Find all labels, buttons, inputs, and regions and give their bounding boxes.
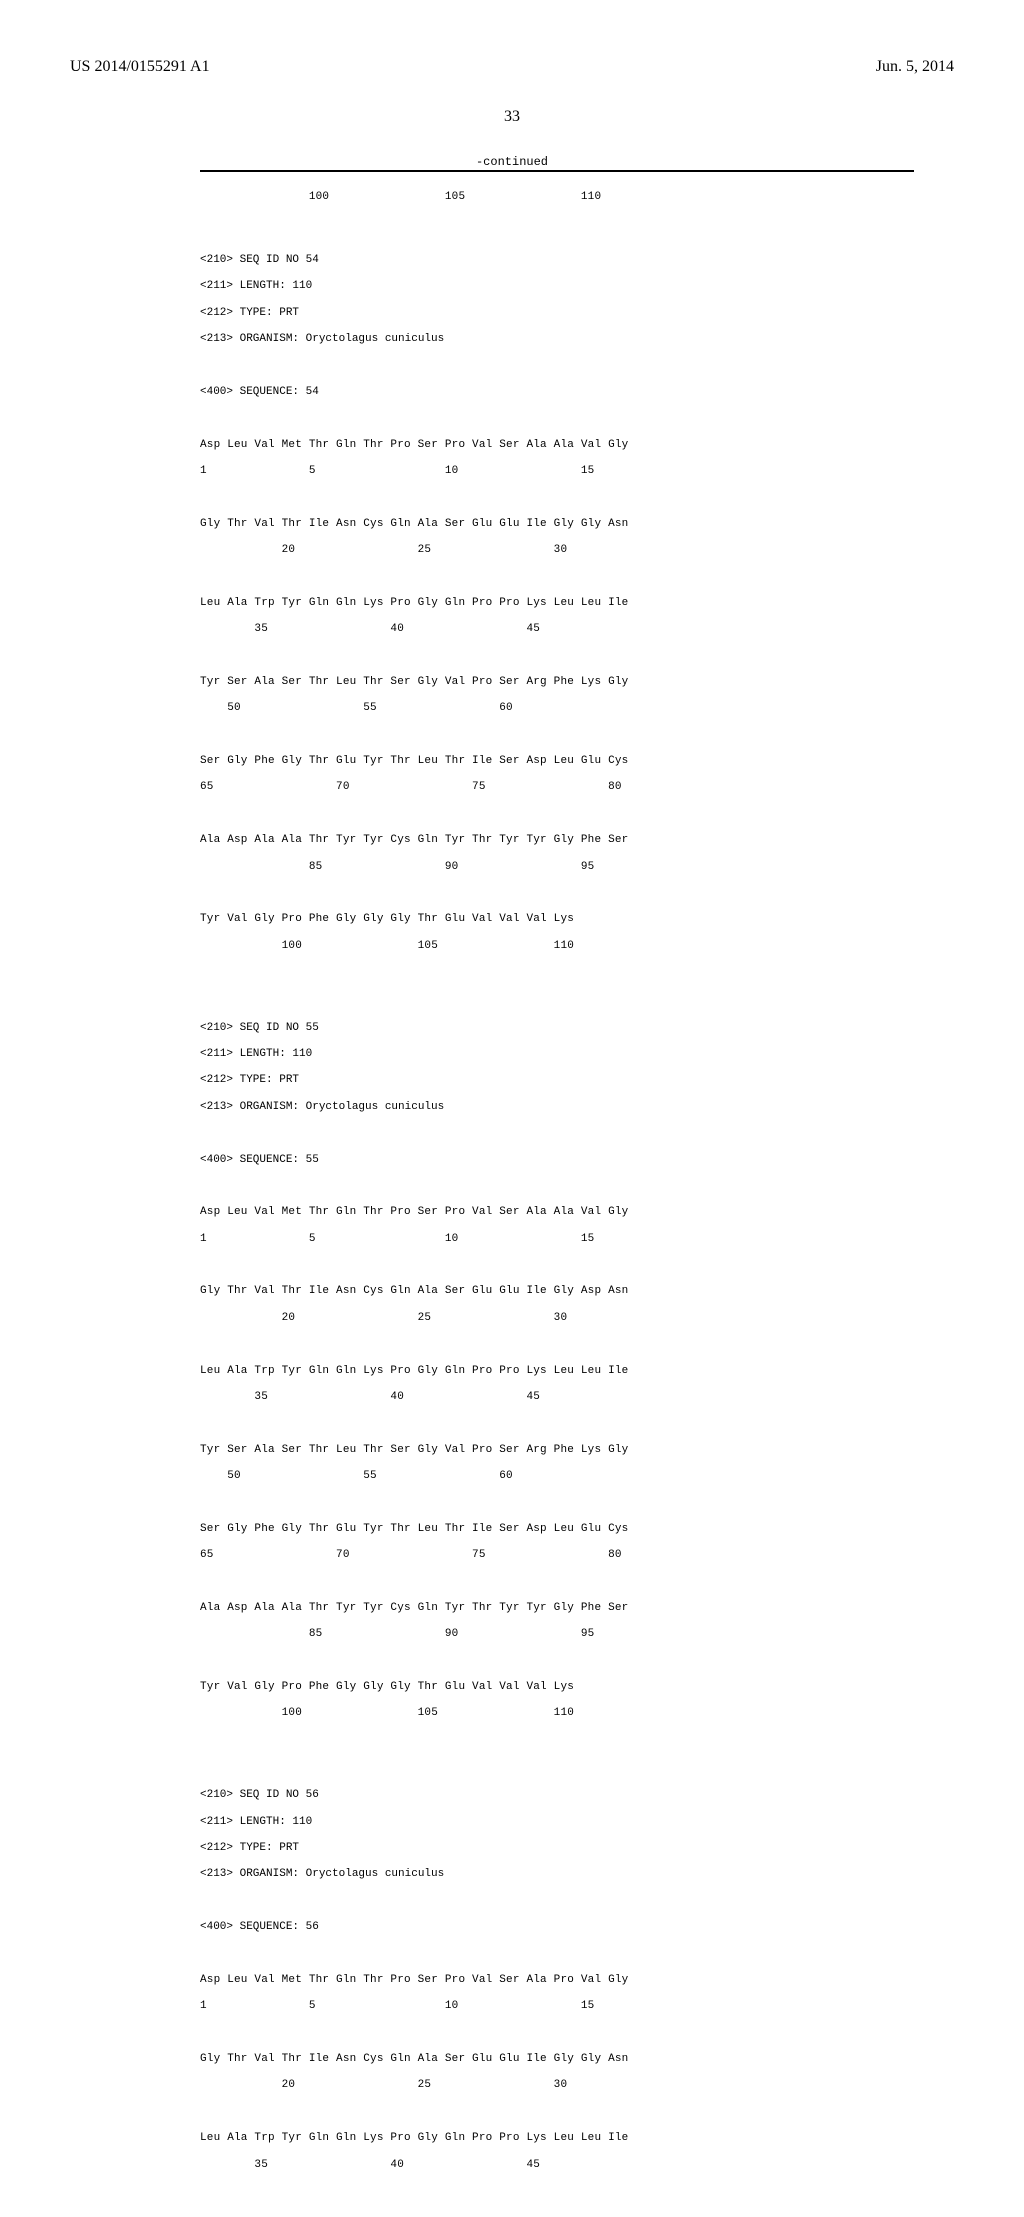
- num-row: 35 40 45: [200, 623, 914, 636]
- blank: [200, 1496, 914, 1509]
- blank: [200, 1655, 914, 1668]
- aa-row: Ala Asp Ala Ala Thr Tyr Tyr Cys Gln Tyr …: [200, 834, 914, 847]
- num-row: 35 40 45: [200, 1391, 914, 1404]
- blank: [200, 1895, 914, 1908]
- aa-row: Tyr Ser Ala Ser Thr Leu Thr Ser Gly Val …: [200, 1444, 914, 1457]
- aa-row: Ser Gly Phe Gly Thr Glu Tyr Thr Leu Thr …: [200, 1523, 914, 1536]
- blank: [200, 2027, 914, 2040]
- aa-row: Tyr Val Gly Pro Phe Gly Gly Gly Thr Glu …: [200, 913, 914, 926]
- seq-meta: <213> ORGANISM: Oryctolagus cuniculus: [200, 333, 914, 346]
- blank: [200, 650, 914, 663]
- aa-row: Asp Leu Val Met Thr Gln Thr Pro Ser Pro …: [200, 1206, 914, 1219]
- blank: [200, 1948, 914, 1961]
- aa-row: Tyr Ser Ala Ser Thr Leu Thr Ser Gly Val …: [200, 676, 914, 689]
- blank: [200, 570, 914, 583]
- blank: [200, 2106, 914, 2119]
- aa-row: Gly Thr Val Thr Ile Asn Cys Gln Ala Ser …: [200, 2053, 914, 2066]
- blank: [200, 1180, 914, 1193]
- blank: [200, 1576, 914, 1589]
- seq-meta: <213> ORGANISM: Oryctolagus cuniculus: [200, 1101, 914, 1114]
- sequence-label: <400> SEQUENCE: 56: [200, 1921, 914, 1934]
- horizontal-rule: [200, 170, 914, 172]
- publication-date: Jun. 5, 2014: [876, 58, 954, 76]
- blank: [200, 1259, 914, 1272]
- aa-row: Ser Gly Phe Gly Thr Glu Tyr Thr Leu Thr …: [200, 755, 914, 768]
- num-row: 20 25 30: [200, 1312, 914, 1325]
- blank: [200, 729, 914, 742]
- sequence-listing: 100 105 110 <210> SEQ ID NO 54 <211> LEN…: [200, 178, 914, 2217]
- blank: [200, 412, 914, 425]
- sequence-label: <400> SEQUENCE: 55: [200, 1154, 914, 1167]
- num-row: 85 90 95: [200, 861, 914, 874]
- seq-meta: <212> TYPE: PRT: [200, 1074, 914, 1087]
- aa-row: Asp Leu Val Met Thr Gln Thr Pro Ser Pro …: [200, 1974, 914, 1987]
- aa-row: Gly Thr Val Thr Ile Asn Cys Gln Ala Ser …: [200, 518, 914, 531]
- num-row: 1 5 10 15: [200, 2000, 914, 2013]
- aa-row: Asp Leu Val Met Thr Gln Thr Pro Ser Pro …: [200, 439, 914, 452]
- num-row: 100 105 110: [200, 1707, 914, 1720]
- aa-row: Tyr Val Gly Pro Phe Gly Gly Gly Thr Glu …: [200, 1681, 914, 1694]
- orphan-number-row: 100 105 110: [200, 191, 914, 204]
- aa-row: Leu Ala Trp Tyr Gln Gln Lys Pro Gly Gln …: [200, 1365, 914, 1378]
- num-row: 1 5 10 15: [200, 1233, 914, 1246]
- blank: [200, 887, 914, 900]
- seq-meta: <211> LENGTH: 110: [200, 1048, 914, 1061]
- blank: [200, 359, 914, 372]
- num-row: 85 90 95: [200, 1628, 914, 1641]
- seq-meta: <213> ORGANISM: Oryctolagus cuniculus: [200, 1868, 914, 1881]
- aa-row: Leu Ala Trp Tyr Gln Gln Lys Pro Gly Gln …: [200, 2132, 914, 2145]
- aa-row: Gly Thr Val Thr Ile Asn Cys Gln Ala Ser …: [200, 1285, 914, 1298]
- page-number: 33: [0, 108, 1024, 126]
- blank: [200, 1338, 914, 1351]
- num-row: 20 25 30: [200, 544, 914, 557]
- continued-label: -continued: [0, 155, 1024, 169]
- num-row: 100 105 110: [200, 940, 914, 953]
- num-row: 65 70 75 80: [200, 781, 914, 794]
- num-row: 50 55 60: [200, 702, 914, 715]
- num-row: 50 55 60: [200, 1470, 914, 1483]
- num-row: 1 5 10 15: [200, 465, 914, 478]
- seq-meta: <211> LENGTH: 110: [200, 1816, 914, 1829]
- aa-row: Ala Asp Ala Ala Thr Tyr Tyr Cys Gln Tyr …: [200, 1602, 914, 1615]
- blank: [200, 1127, 914, 1140]
- sequence-block-56: <210> SEQ ID NO 56 <211> LENGTH: 110 <21…: [200, 1776, 914, 2185]
- aa-row: Leu Ala Trp Tyr Gln Gln Lys Pro Gly Gln …: [200, 597, 914, 610]
- seq-meta: <210> SEQ ID NO 56: [200, 1789, 914, 1802]
- seq-meta: <212> TYPE: PRT: [200, 1842, 914, 1855]
- num-row: 35 40 45: [200, 2159, 914, 2172]
- seq-meta: <211> LENGTH: 110: [200, 280, 914, 293]
- blank: [200, 1417, 914, 1430]
- seq-meta: <210> SEQ ID NO 55: [200, 1022, 914, 1035]
- blank: [200, 808, 914, 821]
- seq-meta: <212> TYPE: PRT: [200, 307, 914, 320]
- page-header: US 2014/0155291 A1 Jun. 5, 2014: [0, 58, 1024, 76]
- publication-number: US 2014/0155291 A1: [70, 58, 210, 75]
- seq-meta: <210> SEQ ID NO 54: [200, 254, 914, 267]
- sequence-block-54: <210> SEQ ID NO 54 <211> LENGTH: 110 <21…: [200, 241, 914, 966]
- sequence-label: <400> SEQUENCE: 54: [200, 386, 914, 399]
- num-row: 20 25 30: [200, 2079, 914, 2092]
- num-row: 65 70 75 80: [200, 1549, 914, 1562]
- blank: [200, 491, 914, 504]
- sequence-block-55: <210> SEQ ID NO 55 <211> LENGTH: 110 <21…: [200, 1008, 914, 1733]
